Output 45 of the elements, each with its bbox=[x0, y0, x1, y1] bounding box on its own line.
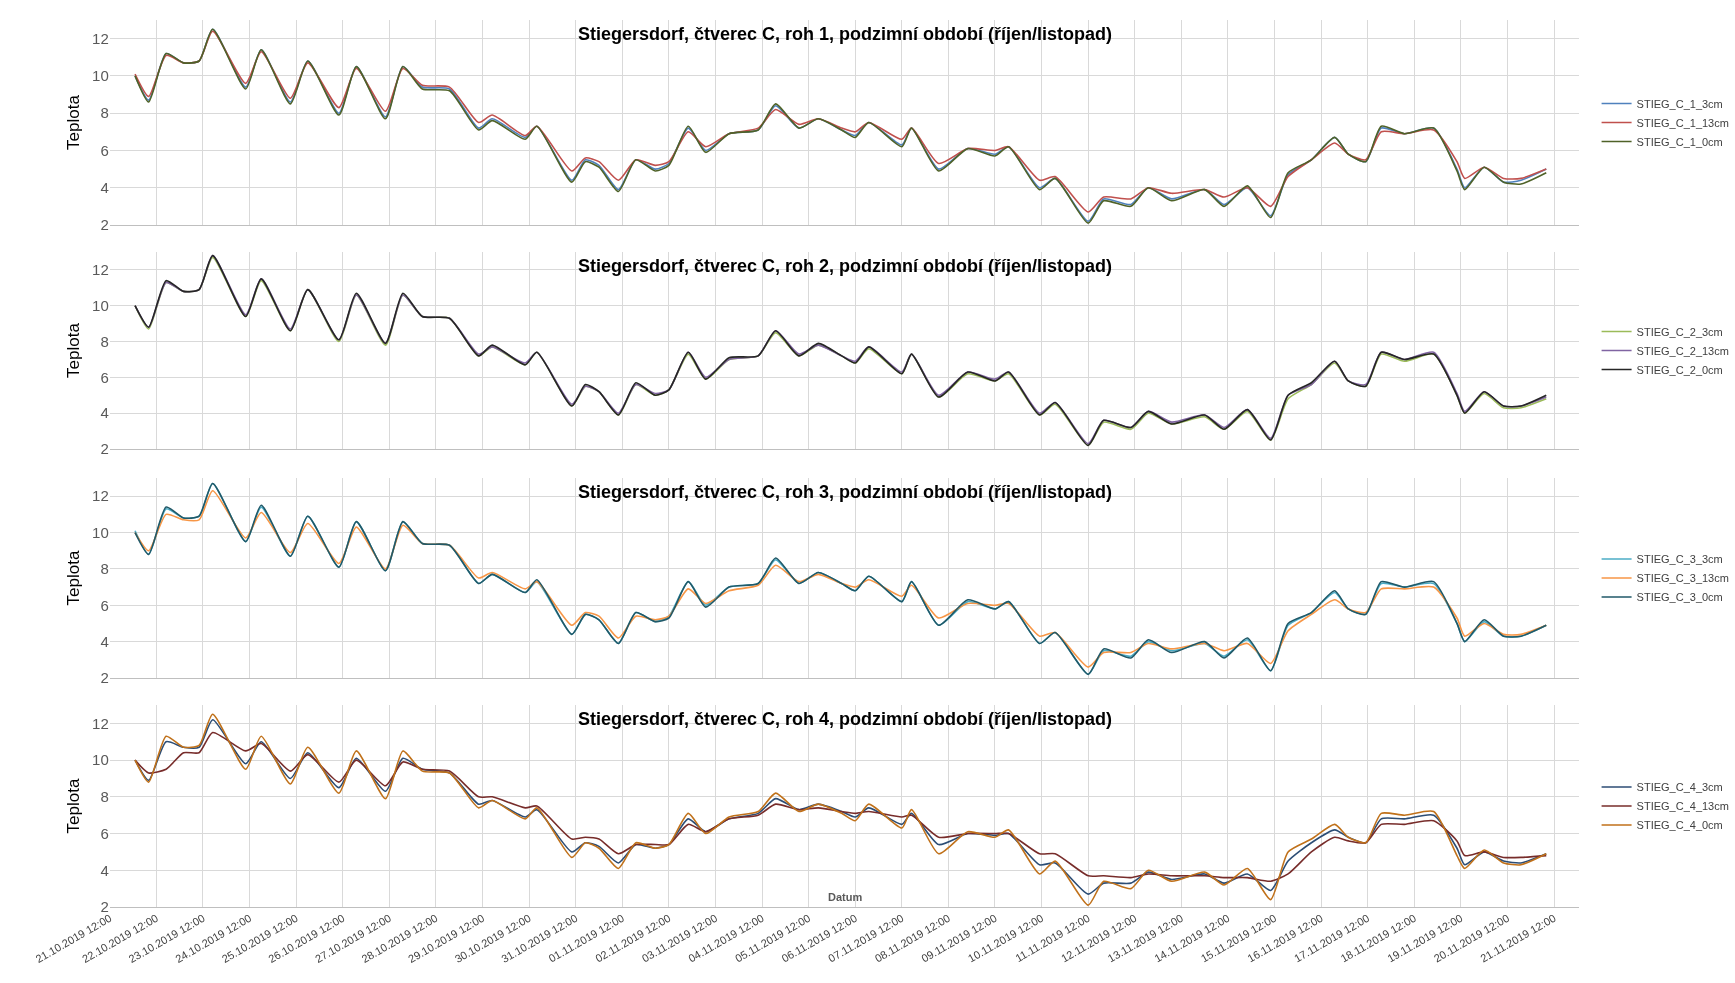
y-tick-label: 10 bbox=[92, 751, 109, 769]
y-tick-label: 4 bbox=[100, 861, 109, 879]
chart-title: Stiegersdorf, čtverec C, roh 3, podzimní období (říjen/listopad) bbox=[578, 482, 1113, 502]
y-tick-label: 2 bbox=[100, 216, 109, 234]
legend-label: STIEG_C_1_13cm bbox=[1636, 116, 1729, 129]
y-tick-label: 8 bbox=[100, 788, 109, 806]
y-tick-label: 10 bbox=[92, 523, 109, 541]
y-tick-label: 8 bbox=[100, 560, 109, 578]
legend-label: STIEG_C_4_0cm bbox=[1636, 819, 1723, 832]
y-tick-label: 8 bbox=[100, 104, 109, 122]
y-tick-label: 2 bbox=[100, 440, 109, 458]
y-tick-label: 4 bbox=[100, 404, 109, 422]
legend-label: STIEG_C_4_13cm bbox=[1636, 800, 1729, 813]
y-tick-label: 8 bbox=[100, 332, 109, 350]
chart-title: Stiegersdorf, čtverec C, roh 2, podzimní období (říjen/listopad) bbox=[578, 256, 1113, 276]
legend-label: STIEG_C_2_3cm bbox=[1636, 325, 1723, 338]
y-tick-label: 4 bbox=[100, 632, 109, 650]
y-tick-label: 6 bbox=[100, 141, 109, 159]
legend-label: STIEG_C_3_0cm bbox=[1636, 591, 1723, 604]
legend-label: STIEG_C_2_0cm bbox=[1636, 363, 1723, 376]
y-tick-label: 2 bbox=[100, 898, 109, 916]
y-tick-label: 12 bbox=[92, 487, 109, 505]
legend-label: STIEG_C_2_13cm bbox=[1636, 344, 1729, 357]
y-tick-label: 4 bbox=[100, 178, 109, 196]
legend-label: STIEG_C_3_3cm bbox=[1636, 553, 1723, 566]
y-tick-label: 12 bbox=[92, 714, 109, 732]
legend-label: STIEG_C_4_3cm bbox=[1636, 781, 1723, 794]
legend-label: STIEG_C_3_13cm bbox=[1636, 572, 1729, 585]
y-tick-label: 12 bbox=[92, 261, 109, 279]
y-tick-label: 10 bbox=[92, 296, 109, 314]
y-tick-label: 6 bbox=[100, 596, 109, 614]
chart-title: Stiegersdorf, čtverec C, roh 4, podzimní období (říjen/listopad) bbox=[578, 709, 1113, 729]
y-axis-title: Teplota bbox=[63, 778, 83, 834]
chart-title: Stiegersdorf, čtverec C, roh 1, podzimní období (říjen/listopad) bbox=[578, 24, 1113, 44]
y-axis-title: Teplota bbox=[63, 322, 83, 378]
y-tick-label: 2 bbox=[100, 669, 109, 687]
y-tick-label: 6 bbox=[100, 824, 109, 842]
y-axis-title: Teplota bbox=[63, 550, 83, 606]
legend-label: STIEG_C_1_3cm bbox=[1636, 97, 1723, 110]
y-tick-label: 10 bbox=[92, 67, 109, 85]
y-tick-label: 12 bbox=[92, 29, 109, 47]
legend-label: STIEG_C_1_0cm bbox=[1636, 135, 1723, 148]
x-axis-title: Datum bbox=[828, 891, 863, 903]
y-axis-title: Teplota bbox=[63, 94, 83, 150]
y-tick-label: 6 bbox=[100, 368, 109, 386]
